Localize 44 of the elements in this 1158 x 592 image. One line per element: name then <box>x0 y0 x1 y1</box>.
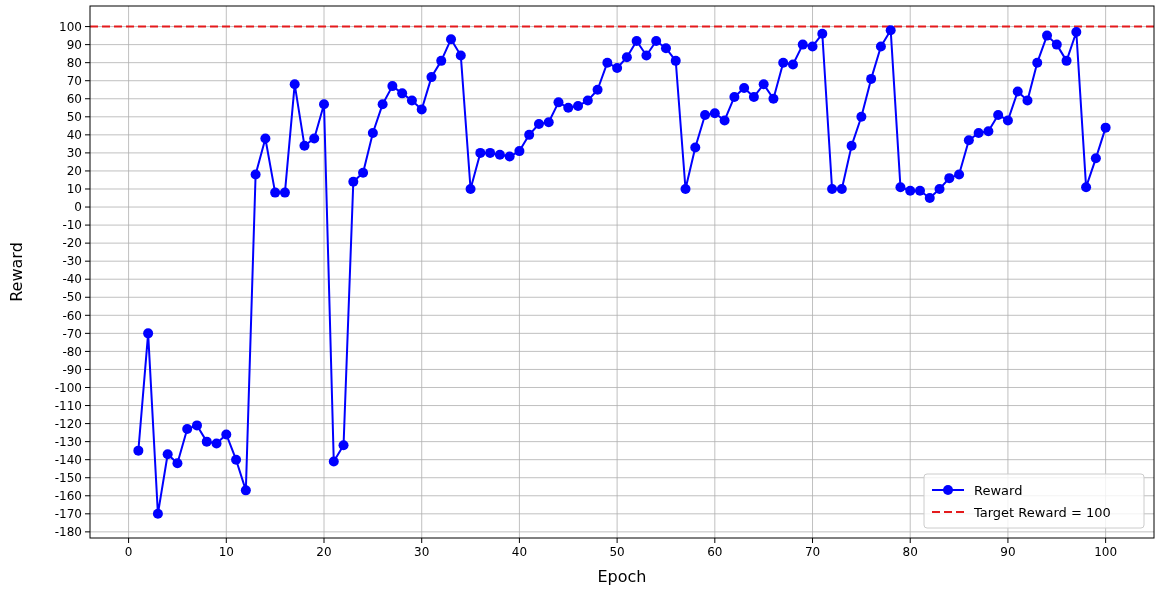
y-tick-label: 10 <box>66 182 82 197</box>
y-tick-label: -40 <box>62 272 82 287</box>
y-tick-label: 50 <box>66 110 82 124</box>
y-tick-label: -130 <box>54 434 82 449</box>
y-tick-label: -50 <box>62 290 82 305</box>
y-tick-label: 0 <box>74 200 82 215</box>
y-tick-label: -70 <box>62 326 82 341</box>
y-tick-label: -100 <box>54 380 82 395</box>
y-tick-label: -120 <box>54 416 82 431</box>
x-tick-label: 10 <box>218 545 234 559</box>
x-tick-label: 40 <box>511 545 528 559</box>
y-tick-label: 80 <box>66 55 82 70</box>
y-tick-label: 20 <box>66 164 82 179</box>
x-tick-label: 80 <box>902 545 918 559</box>
x-tick-label: 30 <box>414 545 430 559</box>
y-tick-label: -170 <box>54 507 82 522</box>
y-tick-label: 70 <box>66 73 82 88</box>
y-tick-label: -30 <box>62 254 82 269</box>
legend-label: Reward <box>974 482 1023 498</box>
legend-label: Target Reward = 100 <box>973 504 1111 520</box>
x-axis-title: Epoch <box>597 567 647 586</box>
y-tick-label: 30 <box>66 146 82 161</box>
y-axis-title: Reward <box>7 242 26 302</box>
y-tick-label: -160 <box>54 488 82 503</box>
y-tick-label: 40 <box>66 128 82 143</box>
y-tick-label: -110 <box>54 398 82 413</box>
y-tick-label: -150 <box>54 470 82 485</box>
x-tick-label: 60 <box>707 545 723 559</box>
y-tick-label: -140 <box>54 452 82 467</box>
y-tick-label: 100 <box>59 19 82 34</box>
y-tick-label: -60 <box>62 308 82 323</box>
y-tick-label: -90 <box>62 362 82 377</box>
y-tick-label: 90 <box>66 37 82 52</box>
x-tick-label: 90 <box>1000 545 1016 559</box>
y-tick-label: -80 <box>62 344 82 359</box>
x-tick-label: 20 <box>316 545 332 559</box>
x-tick-label: 100 <box>1094 545 1118 559</box>
y-tick-label: 60 <box>66 91 82 106</box>
y-tick-label: -10 <box>62 218 82 233</box>
x-tick-label: 0 <box>124 545 133 559</box>
y-tick-label: -20 <box>62 236 82 251</box>
x-tick-label: 50 <box>609 545 625 559</box>
x-tick-label: 70 <box>804 545 821 559</box>
y-tick-label: -180 <box>54 525 82 540</box>
